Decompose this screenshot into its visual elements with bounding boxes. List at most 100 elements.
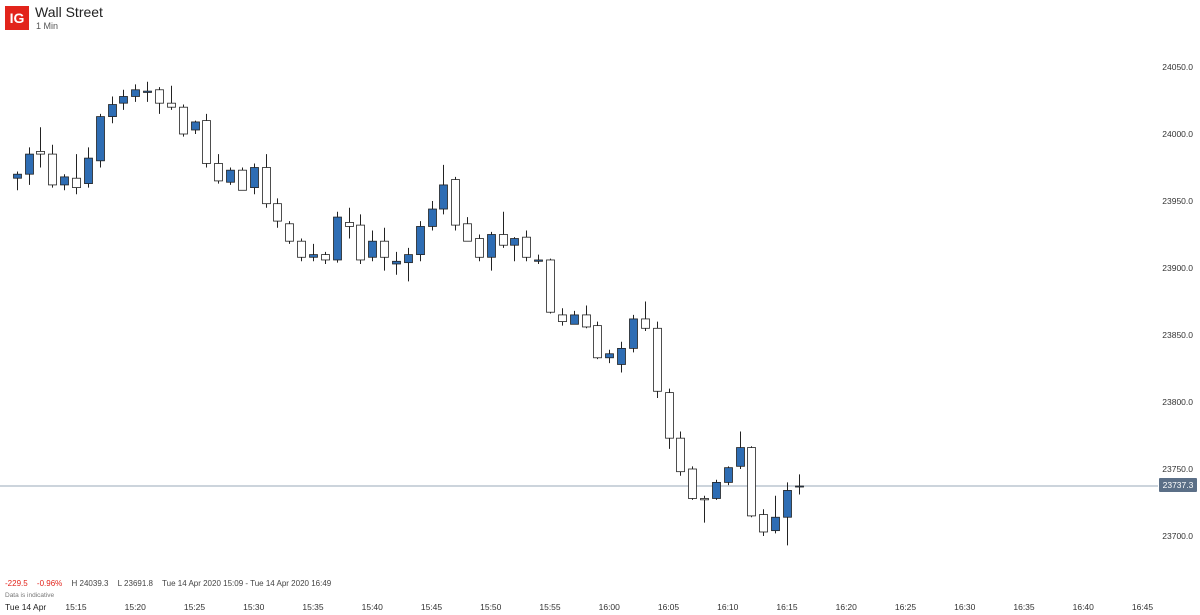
- x-tick-label: 15:40: [362, 602, 384, 612]
- low-value: L 23691.8: [117, 579, 153, 588]
- x-tick-label: 16:15: [776, 602, 798, 612]
- candle: [522, 230, 531, 262]
- x-tick-label: 15:25: [184, 602, 206, 612]
- candle: [380, 227, 389, 271]
- candle: [108, 96, 117, 124]
- candle: [629, 314, 638, 353]
- candle-body: [191, 121, 200, 131]
- indicative-note: Data is indicative: [5, 592, 55, 599]
- candle: [439, 164, 448, 215]
- candle: [546, 258, 555, 314]
- x-tick-label: 15:35: [302, 602, 324, 612]
- candles-layer: [13, 81, 804, 546]
- candle-body: [167, 102, 176, 108]
- candle-body: [285, 223, 294, 242]
- candle: [13, 171, 22, 191]
- candle-body: [72, 177, 81, 189]
- candle-body: [345, 222, 354, 227]
- footer-stats: -229.5 -0.96% H 24039.3 L 23691.8 Tue 14…: [5, 579, 338, 588]
- candle: [25, 147, 34, 185]
- change-value: -229.5: [5, 579, 28, 588]
- candle: [155, 87, 164, 114]
- candle: [451, 176, 460, 231]
- x-axis: 15:15 15:20 15:25 15:30 15:35 15:40 15:45 15:50…: [65, 602, 1153, 612]
- candle: [558, 308, 567, 326]
- candle: [131, 84, 140, 102]
- candle-body: [333, 216, 342, 261]
- candle: [60, 174, 69, 191]
- high-value: H 24039.3: [71, 579, 109, 588]
- candle-body: [202, 120, 211, 164]
- candle: [499, 211, 508, 248]
- candle: [250, 163, 259, 195]
- candle-body: [499, 234, 508, 246]
- y-tick-label: 23700.0: [1162, 531, 1193, 541]
- candle: [570, 310, 579, 325]
- candle-body: [747, 447, 756, 517]
- candle-body: [119, 96, 128, 104]
- candle: [617, 341, 626, 373]
- x-tick-label: 16:00: [599, 602, 621, 612]
- candle: [404, 247, 413, 282]
- candle-body: [155, 89, 164, 104]
- candle-body: [700, 498, 709, 501]
- time-range: Tue 14 Apr 2020 15:09 - Tue 14 Apr 2020 …: [162, 579, 332, 588]
- candle-body: [143, 90, 152, 93]
- instrument-title: Wall Street: [35, 4, 103, 20]
- candle-body: [25, 153, 34, 175]
- candle-body: [131, 89, 140, 97]
- candle: [593, 321, 602, 360]
- x-tick-label: 16:25: [895, 602, 917, 612]
- candle: [795, 474, 804, 495]
- candle: [653, 321, 662, 398]
- candle: [736, 431, 745, 469]
- candle: [333, 211, 342, 263]
- candle-body: [13, 173, 22, 179]
- candle-body: [321, 254, 330, 261]
- candle: [700, 495, 709, 523]
- interval-label: 1 Min: [36, 21, 59, 31]
- x-tick-label: 16:20: [836, 602, 858, 612]
- candle-body: [665, 392, 674, 439]
- candle: [143, 81, 152, 102]
- candle: [487, 231, 496, 271]
- candle-body: [36, 151, 45, 155]
- candle-body: [214, 163, 223, 182]
- candle: [226, 167, 235, 185]
- candle-body: [439, 184, 448, 210]
- candle-body: [475, 238, 484, 258]
- candle-body: [356, 224, 365, 261]
- y-tick-label: 23850.0: [1162, 330, 1193, 340]
- candle-body: [795, 485, 804, 488]
- candle-body: [451, 179, 460, 226]
- candle: [463, 217, 472, 242]
- chart-header: IG Wall Street 1 Min: [0, 0, 400, 36]
- candle-body: [582, 314, 591, 328]
- candle-body: [262, 167, 271, 205]
- candle-body: [653, 327, 662, 392]
- candle-body: [510, 238, 519, 246]
- candle: [665, 388, 674, 449]
- candle: [202, 113, 211, 168]
- candle: [582, 305, 591, 329]
- candle-body: [380, 240, 389, 258]
- candle: [534, 254, 543, 264]
- candle-body: [392, 260, 401, 265]
- y-tick-label: 24000.0: [1162, 129, 1193, 139]
- x-tick-label: 16:35: [1013, 602, 1035, 612]
- candle: [428, 201, 437, 231]
- candle: [84, 147, 93, 188]
- x-tick-label: 15:15: [65, 602, 87, 612]
- candle: [416, 221, 425, 262]
- candle-body: [297, 240, 306, 258]
- candle: [759, 509, 768, 536]
- x-tick-label: 16:05: [658, 602, 680, 612]
- candle: [285, 221, 294, 244]
- candle-body: [759, 514, 768, 533]
- candle-body: [605, 353, 614, 359]
- candle-body: [226, 169, 235, 183]
- candle: [688, 466, 697, 500]
- x-tick-label: 16:10: [717, 602, 739, 612]
- date-label: Tue 14 Apr: [5, 602, 47, 612]
